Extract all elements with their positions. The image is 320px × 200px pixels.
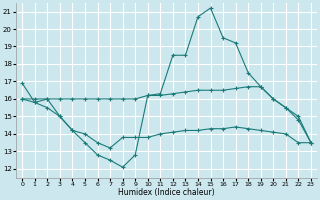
X-axis label: Humidex (Indice chaleur): Humidex (Indice chaleur)	[118, 188, 215, 197]
